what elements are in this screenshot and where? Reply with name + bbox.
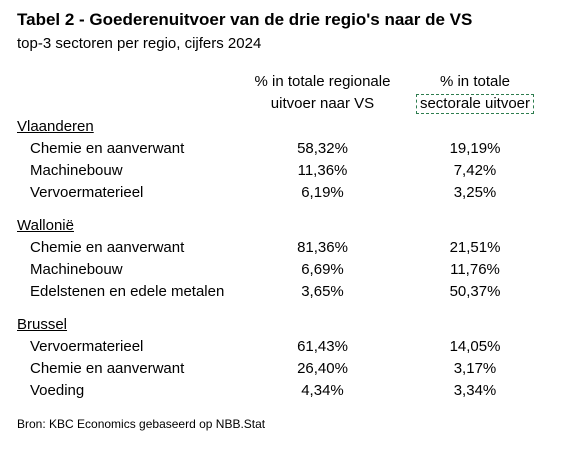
regional-share: 6,19% bbox=[301, 184, 344, 201]
sectoral-share: 3,25% bbox=[453, 184, 497, 201]
sectoral-share: 3,17% bbox=[453, 360, 497, 377]
sectoral-share: 14,05% bbox=[449, 338, 501, 355]
table-row: Edelstenen en edele metalen 3,65% 50,37% bbox=[0, 283, 582, 305]
sectoral-share: 3,34% bbox=[453, 382, 497, 399]
table-row: Voeding 4,34% 3,34% bbox=[0, 382, 582, 404]
sectoral-share: 21,51% bbox=[449, 239, 501, 256]
regional-share: 26,40% bbox=[297, 360, 348, 377]
source-note: Bron: KBC Economics gebaseerd op NBB.Sta… bbox=[17, 417, 266, 431]
table-subtitle: top-3 sectoren per regio, cijfers 2024 bbox=[17, 35, 262, 52]
column-header-sectoral-line2: sectorale uitvoer bbox=[415, 94, 535, 114]
regional-share: 81,36% bbox=[297, 239, 348, 256]
table-row: Chemie en aanverwant 26,40% 3,17% bbox=[0, 360, 582, 382]
sectoral-share: 11,76% bbox=[450, 261, 500, 278]
sector-label: Chemie en aanverwant bbox=[30, 140, 185, 157]
column-header-regional-line2: uitvoer naar VS bbox=[270, 95, 375, 112]
table-row: Vervoermaterieel 61,43% 14,05% bbox=[0, 338, 582, 360]
sectoral-share: 7,42% bbox=[453, 162, 497, 179]
table-row: Machinebouw 11,36% 7,42% bbox=[0, 162, 582, 184]
sectoral-share: 19,19% bbox=[449, 140, 501, 157]
sector-label: Voeding bbox=[30, 382, 85, 399]
region-heading-brussel: Brussel bbox=[17, 316, 68, 333]
table-row: Chemie en aanverwant 81,36% 21,51% bbox=[0, 239, 582, 261]
sector-label: Chemie en aanverwant bbox=[30, 239, 185, 256]
table-title: Tabel 2 - Goederenuitvoer van de drie re… bbox=[17, 10, 473, 29]
region-heading-vlaanderen: Vlaanderen bbox=[17, 118, 94, 135]
table-row: Chemie en aanverwant 58,32% 19,19% bbox=[0, 140, 582, 162]
sector-label: Machinebouw bbox=[30, 261, 123, 278]
regional-share: 58,32% bbox=[297, 140, 348, 157]
regional-share: 3,65% bbox=[301, 283, 344, 300]
region-heading-wallonie: Wallonië bbox=[17, 217, 74, 234]
table-row: Vervoermaterieel 6,19% 3,25% bbox=[0, 184, 582, 206]
regional-share: 61,43% bbox=[297, 338, 348, 355]
column-header-sectoral-line1: % in totale bbox=[439, 73, 511, 90]
sector-label: Vervoermaterieel bbox=[30, 184, 144, 201]
regional-share: 6,69% bbox=[301, 261, 344, 278]
regional-share: 11,36% bbox=[297, 162, 348, 179]
sector-label: Edelstenen en edele metalen bbox=[30, 283, 225, 300]
column-header-regional: % in totale regionale uitvoer naar VS bbox=[245, 71, 400, 115]
regional-share: 4,34% bbox=[301, 382, 344, 399]
sector-label: Machinebouw bbox=[30, 162, 123, 179]
sectoral-share: 50,37% bbox=[449, 283, 501, 300]
sector-label: Chemie en aanverwant bbox=[30, 360, 185, 377]
column-header-sectoral: % in totale sectorale uitvoer bbox=[405, 71, 545, 115]
sector-label: Vervoermaterieel bbox=[30, 338, 144, 355]
column-header-regional-line1: % in totale regionale bbox=[254, 73, 391, 90]
table-row: Machinebouw 6,69% 11,76% bbox=[0, 261, 582, 283]
